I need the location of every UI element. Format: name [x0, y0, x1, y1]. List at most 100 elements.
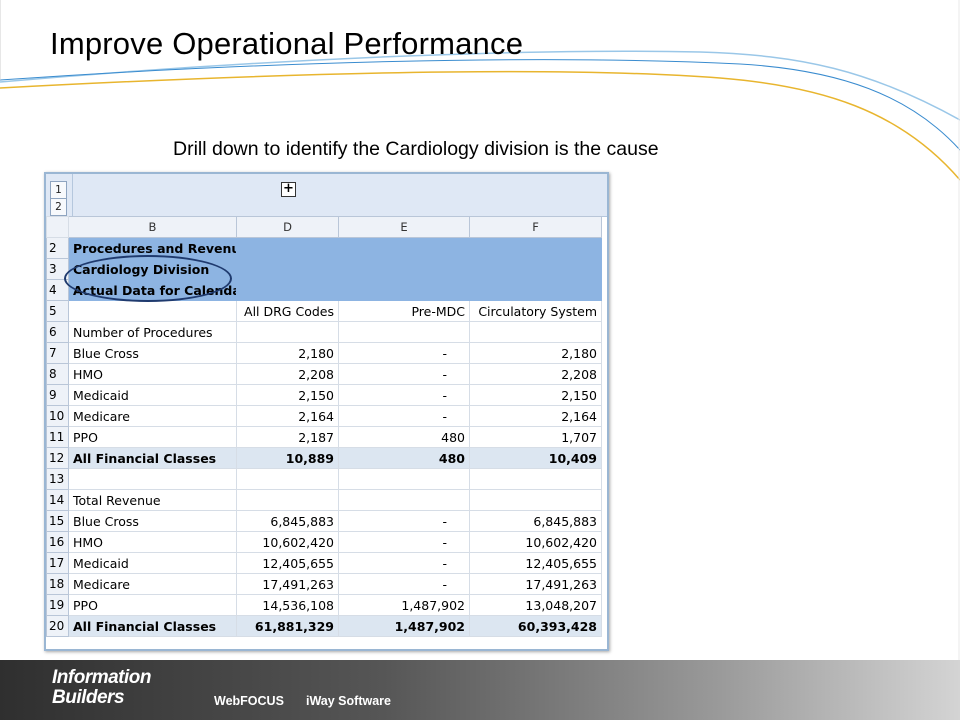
row-header[interactable]: 16 — [46, 531, 69, 553]
row-header[interactable]: 8 — [46, 363, 69, 385]
select-all-corner[interactable] — [46, 216, 69, 238]
row-header[interactable]: 6 — [46, 321, 69, 343]
cell-d[interactable] — [236, 489, 339, 511]
cell-f[interactable]: 13,048,207 — [469, 594, 602, 616]
cell-e[interactable]: - — [338, 510, 470, 532]
row-header[interactable]: 15 — [46, 510, 69, 532]
cell-e[interactable]: - — [338, 405, 470, 427]
cell-e[interactable] — [338, 258, 470, 280]
row-header[interactable]: 17 — [46, 552, 69, 574]
cell-f[interactable]: 10,409 — [469, 447, 602, 469]
row-header[interactable]: 13 — [46, 468, 69, 490]
cell-b[interactable]: All Financial Classes — [68, 615, 237, 637]
row-header[interactable]: 4 — [46, 279, 69, 301]
outline-level-1-button[interactable]: 1 — [50, 181, 67, 199]
cell-b[interactable] — [68, 300, 237, 322]
cell-e[interactable]: - — [338, 342, 470, 364]
cell-f[interactable]: 6,845,883 — [469, 510, 602, 532]
cell-f[interactable]: 2,180 — [469, 342, 602, 364]
cell-d[interactable] — [236, 279, 339, 301]
expand-icon[interactable]: + — [281, 182, 296, 197]
cell-d[interactable]: 10,602,420 — [236, 531, 339, 553]
cell-f[interactable] — [469, 321, 602, 343]
column-header-d[interactable]: D — [236, 216, 339, 238]
cell-d[interactable]: 2,208 — [236, 363, 339, 385]
cell-b[interactable]: Procedures and Revenue by Financial Clas… — [68, 237, 237, 259]
cell-d[interactable]: 17,491,263 — [236, 573, 339, 595]
cell-e[interactable]: 1,487,902 — [338, 594, 470, 616]
cell-d[interactable]: 2,164 — [236, 405, 339, 427]
cell-f[interactable] — [469, 489, 602, 511]
row-header[interactable]: 10 — [46, 405, 69, 427]
cell-b[interactable]: Medicaid — [68, 384, 237, 406]
row-header[interactable]: 2 — [46, 237, 69, 259]
cell-d[interactable] — [236, 321, 339, 343]
cell-b[interactable]: Cardiology Division — [68, 258, 237, 280]
cell-e[interactable] — [338, 321, 470, 343]
cell-b[interactable]: HMO — [68, 363, 237, 385]
cell-b[interactable]: PPO — [68, 594, 237, 616]
cell-e[interactable] — [338, 489, 470, 511]
cell-f[interactable] — [469, 237, 602, 259]
cell-e[interactable]: - — [338, 384, 470, 406]
cell-b[interactable]: Total Revenue — [68, 489, 237, 511]
row-header[interactable]: 7 — [46, 342, 69, 364]
cell-b[interactable]: Blue Cross — [68, 342, 237, 364]
cell-f[interactable]: Circulatory System — [469, 300, 602, 322]
cell-d[interactable]: 12,405,655 — [236, 552, 339, 574]
cell-e[interactable]: - — [338, 573, 470, 595]
cell-e[interactable]: Pre-MDC — [338, 300, 470, 322]
cell-f[interactable] — [469, 258, 602, 280]
cell-f[interactable]: 2,150 — [469, 384, 602, 406]
cell-d[interactable]: All DRG Codes — [236, 300, 339, 322]
cell-d[interactable]: 61,881,329 — [236, 615, 339, 637]
cell-e[interactable]: 1,487,902 — [338, 615, 470, 637]
cell-e[interactable]: - — [338, 531, 470, 553]
row-header[interactable]: 19 — [46, 594, 69, 616]
cell-f[interactable]: 17,491,263 — [469, 573, 602, 595]
row-header[interactable]: 20 — [46, 615, 69, 637]
cell-f[interactable]: 2,164 — [469, 405, 602, 427]
cell-b[interactable] — [68, 468, 237, 490]
cell-b[interactable]: Medicaid — [68, 552, 237, 574]
row-header[interactable]: 14 — [46, 489, 69, 511]
cell-d[interactable]: 2,180 — [236, 342, 339, 364]
cell-b[interactable]: HMO — [68, 531, 237, 553]
cell-e[interactable] — [338, 468, 470, 490]
row-header[interactable]: 18 — [46, 573, 69, 595]
cell-e[interactable]: 480 — [338, 426, 470, 448]
column-header-b[interactable]: B — [68, 216, 237, 238]
cell-b[interactable]: Number of Procedures — [68, 321, 237, 343]
row-header[interactable]: 5 — [46, 300, 69, 322]
cell-d[interactable] — [236, 258, 339, 280]
cell-e[interactable] — [338, 237, 470, 259]
cell-e[interactable]: - — [338, 363, 470, 385]
cell-d[interactable]: 6,845,883 — [236, 510, 339, 532]
cell-e[interactable]: 480 — [338, 447, 470, 469]
cell-e[interactable] — [338, 279, 470, 301]
cell-d[interactable] — [236, 237, 339, 259]
cell-f[interactable]: 12,405,655 — [469, 552, 602, 574]
cell-e[interactable]: - — [338, 552, 470, 574]
column-header-e[interactable]: E — [338, 216, 470, 238]
cell-b[interactable]: PPO — [68, 426, 237, 448]
row-header[interactable]: 9 — [46, 384, 69, 406]
row-header[interactable]: 11 — [46, 426, 69, 448]
cell-f[interactable]: 2,208 — [469, 363, 602, 385]
cell-d[interactable]: 14,536,108 — [236, 594, 339, 616]
outline-level-2-button[interactable]: 2 — [50, 198, 67, 216]
cell-b[interactable]: All Financial Classes — [68, 447, 237, 469]
cell-d[interactable] — [236, 468, 339, 490]
cell-d[interactable]: 2,150 — [236, 384, 339, 406]
cell-d[interactable]: 2,187 — [236, 426, 339, 448]
cell-b[interactable]: Medicare — [68, 405, 237, 427]
cell-f[interactable]: 10,602,420 — [469, 531, 602, 553]
cell-b[interactable]: Blue Cross — [68, 510, 237, 532]
cell-f[interactable] — [469, 468, 602, 490]
cell-f[interactable]: 60,393,428 — [469, 615, 602, 637]
column-header-f[interactable]: F — [469, 216, 602, 238]
cell-d[interactable]: 10,889 — [236, 447, 339, 469]
cell-b[interactable]: Medicare — [68, 573, 237, 595]
row-header[interactable]: 12 — [46, 447, 69, 469]
cell-f[interactable]: 1,707 — [469, 426, 602, 448]
